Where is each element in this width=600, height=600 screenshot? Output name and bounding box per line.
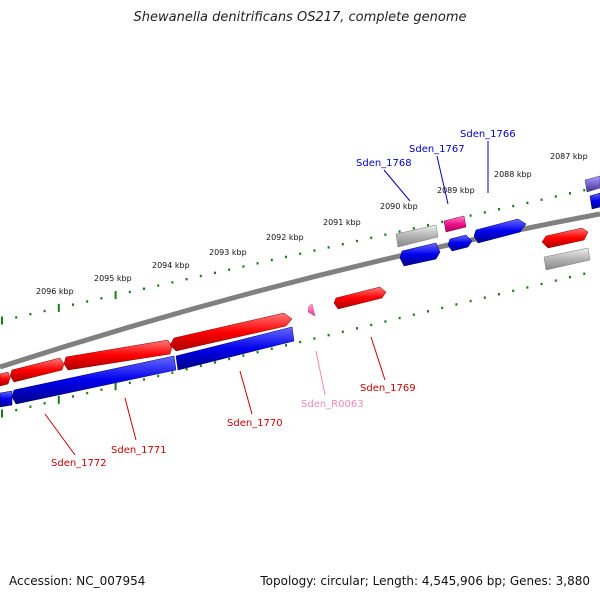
gene-arrow-sden-1768[interactable]: [399, 242, 441, 267]
scale-tick-rows: [1, 188, 586, 418]
gene-arrow-sden-1766[interactable]: [473, 218, 527, 244]
reverse-strand-genes: [0, 192, 600, 408]
other-features: [395, 175, 600, 271]
scale-label: 2087 kbp: [550, 152, 588, 161]
leader-sden-1769: [370, 336, 386, 381]
gene-arrow-blue-left-partial[interactable]: [0, 390, 13, 408]
gene-arrow-sden-1771[interactable]: [9, 357, 65, 383]
gene-label-sden-1772[interactable]: Sden_1772: [51, 458, 107, 469]
leader-sden-1768: [383, 169, 411, 202]
map-title: Shewanella denitrificans OS217, complete…: [133, 10, 467, 25]
gene-label-sden-r0063[interactable]: Sden_R0063: [301, 399, 364, 410]
gene-arrow-red-right[interactable]: [541, 227, 589, 249]
scale-label: 2091 kbp: [323, 218, 361, 227]
gene-arrow-blue-1[interactable]: [11, 355, 177, 405]
label-leader-lines: [44, 141, 489, 456]
scale-label: 2093 kbp: [209, 248, 247, 257]
outer-tick-row: [1, 188, 586, 325]
leader-sden-r0063: [315, 350, 326, 396]
scale-label: 2090 kbp: [380, 202, 418, 211]
scale-label: 2094 kbp: [152, 261, 190, 270]
gene-arrow-sden-1769[interactable]: [333, 286, 387, 310]
gene-labels: Sden_1766 Sden_1767 Sden_1768 Sden_1769 …: [51, 129, 516, 469]
scale-label: 2096 kbp: [36, 287, 74, 296]
gene-label-sden-1767[interactable]: Sden_1767: [409, 144, 465, 155]
feature-purple-far-right[interactable]: [584, 175, 600, 193]
gene-label-sden-1771[interactable]: Sden_1771: [111, 445, 167, 456]
leader-sden-1767: [436, 155, 449, 205]
scale-label: 2092 kbp: [266, 233, 304, 242]
pseudo-gene-magenta[interactable]: [443, 215, 467, 233]
gene-label-sden-1768[interactable]: Sden_1768: [356, 158, 412, 169]
gene-arrow-sden-1770[interactable]: [169, 312, 293, 352]
gene-label-sden-1766[interactable]: Sden_1766: [460, 129, 516, 140]
accession-text: Accession: NC_007954: [9, 574, 146, 588]
gene-label-sden-1770[interactable]: Sden_1770: [227, 418, 283, 429]
genome-summary-text: Topology: circular; Length: 4,545,906 bp…: [260, 574, 590, 588]
forward-strand-genes: [0, 227, 589, 387]
gene-arrow-sden-1772-partial[interactable]: [0, 371, 11, 387]
leader-sden-1772: [44, 413, 76, 456]
gene-arrow-blue-2[interactable]: [175, 326, 295, 371]
scale-label: 2095 kbp: [94, 274, 132, 283]
scale-label: 2089 kbp: [437, 186, 475, 195]
gene-arrow-sden-1771b[interactable]: [63, 339, 173, 371]
gene-arrow-blue-far-right[interactable]: [589, 192, 600, 210]
gene-label-sden-1769[interactable]: Sden_1769: [360, 383, 416, 394]
leader-sden-1770: [239, 370, 253, 415]
rna-arrow-sden-r0063[interactable]: [307, 303, 316, 317]
pseudo-gene-gray-1[interactable]: [395, 224, 439, 248]
scale-label: 2088 kbp: [494, 170, 532, 179]
pseudo-gene-gray-2[interactable]: [543, 247, 591, 271]
gene-arrow-sden-1767[interactable]: [447, 234, 473, 252]
scale-labels: 2087 kbp 2088 kbp 2089 kbp 2090 kbp 2091 kbp…: [36, 152, 588, 296]
inner-tick-row: [1, 272, 586, 418]
leader-sden-1771: [124, 397, 137, 441]
